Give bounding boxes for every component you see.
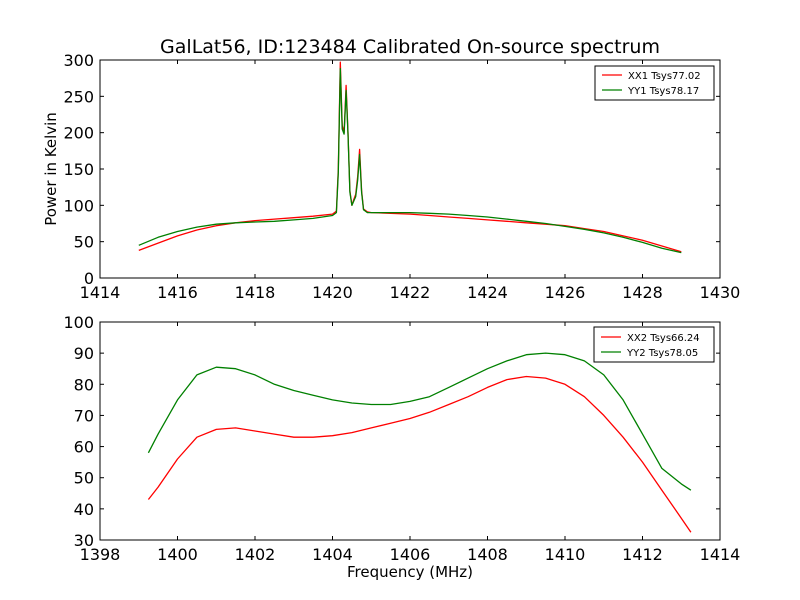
bottom-y-tick-label: 70 [74, 406, 94, 425]
top-x-tick-label: 1424 [467, 283, 508, 302]
bottom-y-tick-label: 60 [74, 438, 94, 457]
top-y-tick-label: 300 [63, 51, 94, 70]
bottom-y-tick-label: 50 [74, 469, 94, 488]
bottom-x-tick-label: 1404 [312, 545, 353, 564]
top-plot: 1414 1416 1418 1420 1422 1424 1426 1428 1430 0 50… [42, 51, 740, 302]
bottom-x-axis-label: Frequency (MHz) [347, 563, 473, 581]
bottom-y-axis: 30 40 50 60 70 80 90 100 [63, 313, 720, 550]
top-legend-label-xx1: XX1 Tsys77.02 [628, 71, 701, 82]
bottom-legend-label-yy2: YY2 Tsys78.05 [626, 348, 698, 359]
bottom-plot: 1398 1400 1402 1404 1406 1408 1410 1412 1414 30 4… [63, 313, 740, 581]
bottom-x-tick-label: 1410 [545, 545, 586, 564]
top-y-tick-label: 150 [63, 160, 94, 179]
top-x-tick-label: 1416 [157, 283, 198, 302]
top-legend-box [594, 65, 715, 101]
bottom-y-tick-label: 100 [63, 313, 94, 332]
bottom-legend-label-xx2: XX2 Tsys66.24 [627, 333, 700, 344]
chart-title: GalLat56, ID:123484 Calibrated On-source… [160, 36, 660, 58]
top-x-tick-label: 1420 [312, 283, 353, 302]
top-legend: XX1 Tsys77.02 YY1 Tsys78.17 [594, 65, 715, 101]
bottom-x-tick-label: 1400 [157, 545, 198, 564]
bottom-x-tick-label: 1402 [235, 545, 276, 564]
bottom-x-tick-label: 1412 [622, 545, 663, 564]
bottom-x-axis: 1398 1400 1402 1404 1406 1408 1410 1412 1414 [80, 322, 741, 564]
top-legend-label-yy1: YY1 Tsys78.17 [627, 86, 699, 97]
bottom-series-line-xx [147, 375, 692, 533]
top-y-tick-label: 250 [63, 87, 94, 106]
bottom-y-tick-label: 90 [74, 344, 94, 363]
bottom-y-tick-label: 40 [74, 500, 94, 519]
bottom-x-tick-label: 1406 [390, 545, 431, 564]
bottom-x-tick-label: 1398 [80, 545, 121, 564]
top-y-axis: 0 50 100 150 200 250 300 [63, 51, 720, 288]
top-x-axis: 1414 1416 1418 1420 1422 1424 1426 1428 1430 [80, 60, 741, 302]
top-series-line-yy [138, 68, 682, 254]
bottom-legend-box [593, 326, 715, 363]
top-y-axis-label: Power in Kelvin [42, 112, 60, 226]
bottom-series-group [147, 352, 692, 533]
bottom-x-tick-label: 1414 [700, 545, 741, 564]
bottom-x-tick-label: 1408 [467, 545, 508, 564]
bottom-y-tick-label: 30 [74, 531, 94, 550]
top-x-tick-label: 1428 [622, 283, 663, 302]
bottom-y-tick-label: 80 [74, 375, 94, 394]
top-x-tick-label: 1418 [235, 283, 276, 302]
top-y-tick-label: 0 [84, 269, 94, 288]
top-y-tick-label: 200 [63, 124, 94, 143]
top-series-group [138, 61, 682, 254]
top-x-tick-label: 1414 [80, 283, 121, 302]
top-y-tick-label: 100 [63, 196, 94, 215]
bottom-legend: XX2 Tsys66.24 YY2 Tsys78.05 [593, 326, 715, 363]
top-x-tick-label: 1426 [545, 283, 586, 302]
bottom-series-line-yy [147, 352, 692, 491]
top-x-tick-label: 1430 [700, 283, 741, 302]
top-y-tick-label: 50 [74, 233, 94, 252]
top-x-tick-label: 1422 [390, 283, 431, 302]
